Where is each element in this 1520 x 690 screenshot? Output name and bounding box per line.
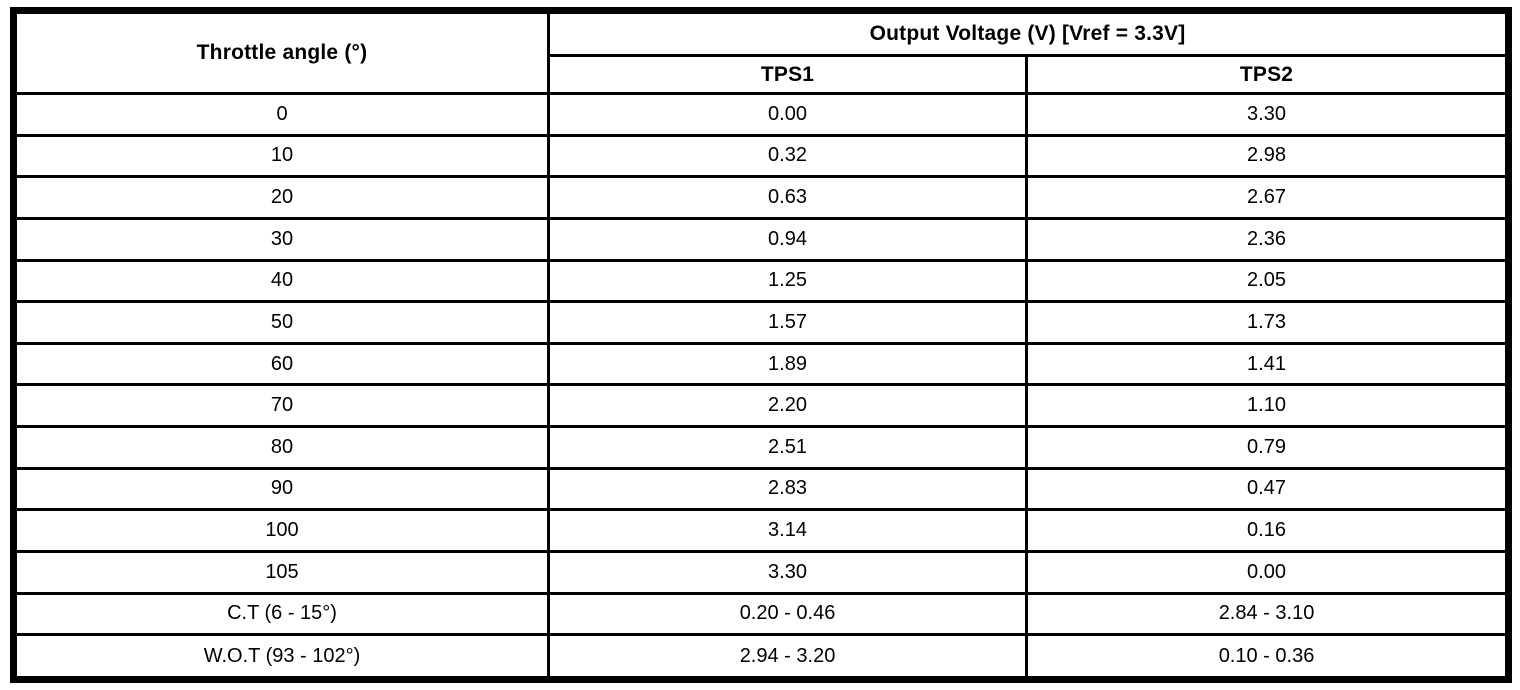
output-voltage-group-header-cell: Output Voltage (V) [Vref = 3.3V] (547, 9, 1510, 57)
table-row: 70 2.20 1.10 (12, 383, 1510, 428)
tps2-cell: 2.36 (1025, 216, 1510, 262)
tps1-cell: 1.57 (547, 300, 1028, 345)
angle-cell: 20 (12, 175, 550, 220)
table-row: 0 0.00 3.30 (12, 92, 1510, 137)
angle-cell: 0 (12, 92, 550, 137)
table-row: 30 0.94 2.36 (12, 216, 1510, 262)
angle-cell: 40 (12, 258, 550, 304)
angle-cell: 50 (12, 300, 550, 345)
table-header-row-2: TPS1 TPS2 (14, 54, 1510, 95)
tps1-cell: 0.00 (547, 92, 1028, 137)
tps2-cell: 0.16 (1025, 508, 1510, 553)
table-row: 90 2.83 0.47 (12, 466, 1510, 512)
angle-cell: 10 (12, 133, 550, 179)
angle-cell: C.T (6 - 15°) (12, 591, 550, 637)
tps1-cell: 0.20 - 0.46 (547, 591, 1028, 637)
tps2-cell: 2.98 (1025, 133, 1510, 179)
table-row: 100 3.14 0.16 (12, 508, 1510, 553)
tps2-cell: 3.30 (1025, 92, 1510, 137)
table-row: 50 1.57 1.73 (12, 300, 1510, 345)
tps1-cell: 2.94 - 3.20 (547, 633, 1028, 681)
angle-cell: 60 (12, 341, 550, 387)
tps1-cell: 3.14 (547, 508, 1028, 553)
tps1-cell: 2.20 (547, 383, 1028, 428)
tps1-cell: 3.30 (547, 549, 1028, 595)
tps2-cell: 2.84 - 3.10 (1025, 591, 1510, 637)
table-row: 80 2.51 0.79 (12, 425, 1510, 470)
tps2-cell: 0.00 (1025, 549, 1510, 595)
tps2-cell: 2.67 (1025, 175, 1510, 220)
tps2-cell: 0.10 - 0.36 (1025, 633, 1510, 681)
table-row: 20 0.63 2.67 (12, 175, 1510, 220)
table-row: 40 1.25 2.05 (12, 258, 1510, 304)
tps2-cell: 2.05 (1025, 258, 1510, 304)
table-header-row-1: Throttle angle (°) Output Voltage (V) [V… (12, 9, 1510, 95)
tps1-cell: 0.94 (547, 216, 1028, 262)
tps2-cell: 1.73 (1025, 300, 1510, 345)
tps2-cell: 0.79 (1025, 425, 1510, 470)
tps1-cell: 2.51 (547, 425, 1028, 470)
tps2-header-cell: TPS2 (1025, 54, 1510, 95)
angle-cell: 105 (12, 549, 550, 595)
table-row: 105 3.30 0.00 (12, 549, 1510, 595)
tps-voltage-table: Throttle angle (°) Output Voltage (V) [V… (10, 7, 1512, 683)
throttle-angle-header-cell: Throttle angle (°) (12, 9, 550, 95)
angle-cell: 70 (12, 383, 550, 428)
tps1-header-cell: TPS1 (547, 54, 1028, 95)
tps2-cell: 0.47 (1025, 466, 1510, 512)
tps1-cell: 0.63 (547, 175, 1028, 220)
angle-cell: 100 (12, 508, 550, 553)
tps1-cell: 1.25 (547, 258, 1028, 304)
angle-cell: W.O.T (93 - 102°) (12, 633, 550, 681)
table-row: W.O.T (93 - 102°) 2.94 - 3.20 0.10 - 0.3… (12, 633, 1510, 681)
tps2-cell: 1.10 (1025, 383, 1510, 428)
table-row: C.T (6 - 15°) 0.20 - 0.46 2.84 - 3.10 (12, 591, 1510, 637)
angle-cell: 30 (12, 216, 550, 262)
angle-cell: 90 (12, 466, 550, 512)
table-row: 10 0.32 2.98 (12, 133, 1510, 179)
tps2-cell: 1.41 (1025, 341, 1510, 387)
table-row: 60 1.89 1.41 (12, 341, 1510, 387)
tps1-cell: 0.32 (547, 133, 1028, 179)
angle-cell: 80 (12, 425, 550, 470)
tps1-cell: 2.83 (547, 466, 1028, 512)
tps1-cell: 1.89 (547, 341, 1028, 387)
